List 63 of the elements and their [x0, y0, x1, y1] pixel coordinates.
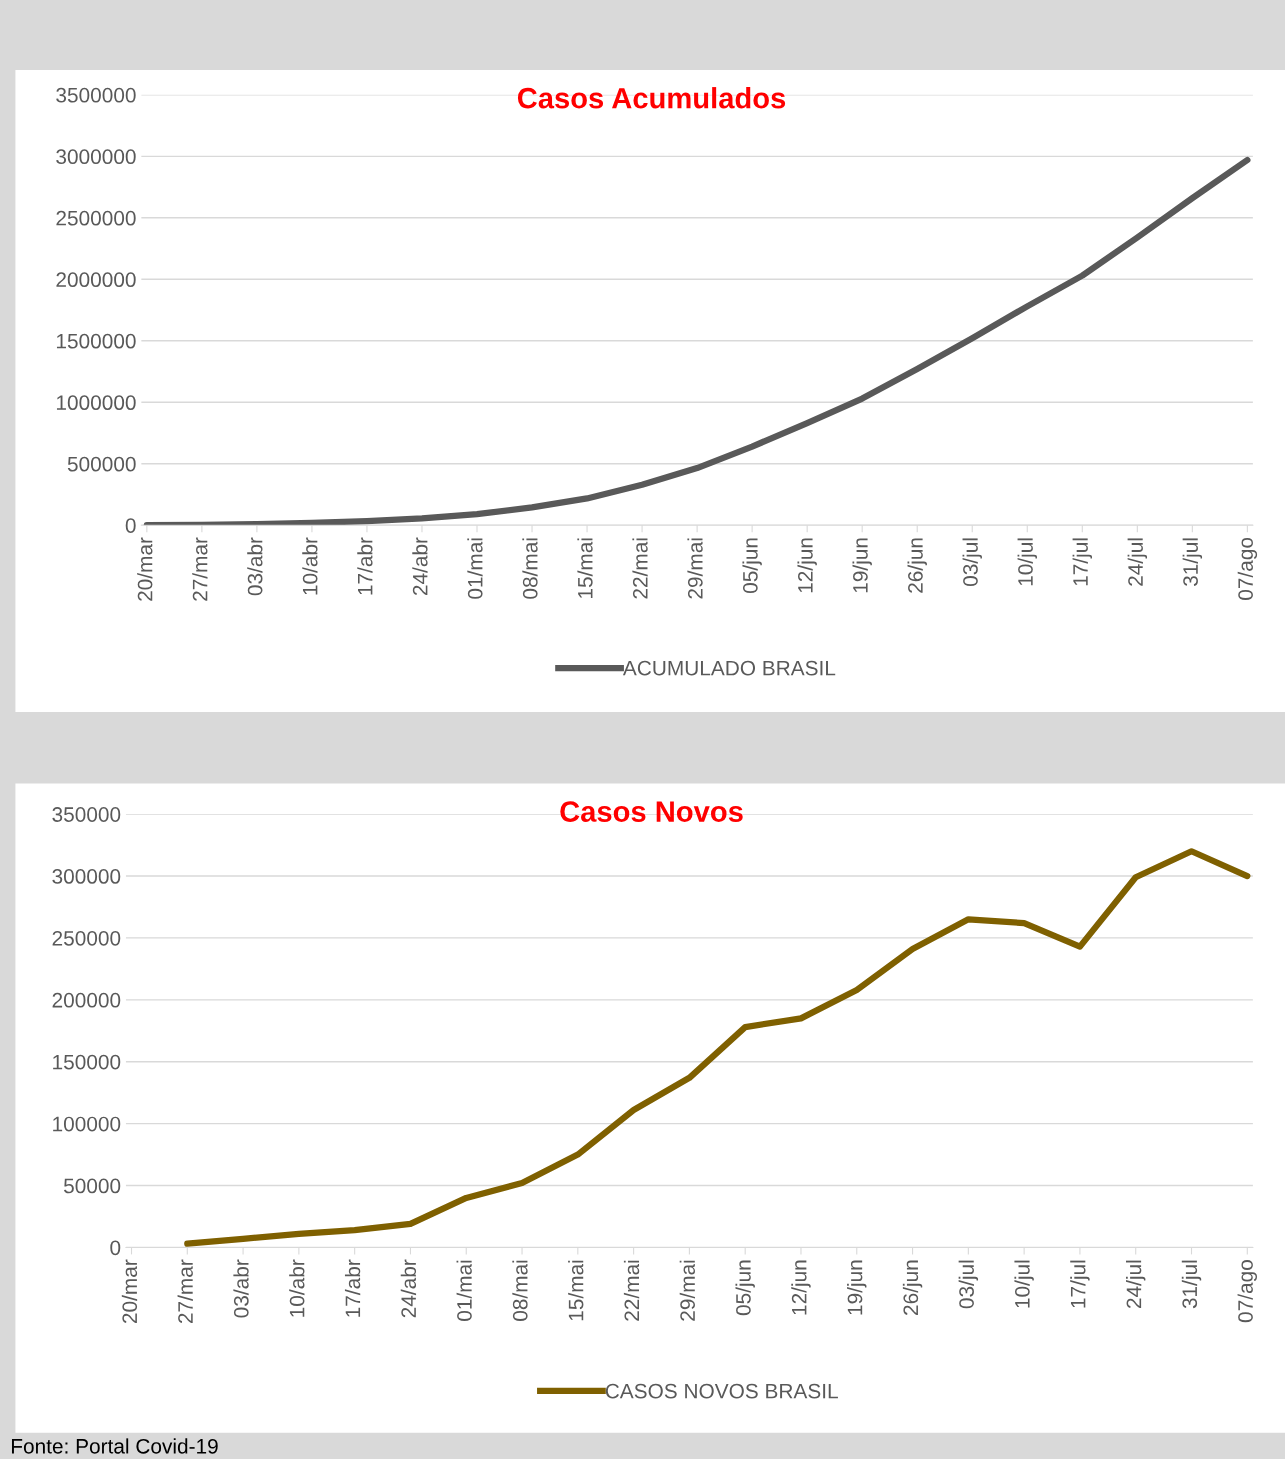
- x-tick-label: 17/abr: [357, 537, 373, 595]
- x-tick-label: 10/abr: [289, 1259, 305, 1317]
- x-tick-label: 24/jul: [1126, 1260, 1146, 1308]
- y-tick-label: 3500000: [56, 87, 136, 103]
- y-tick-label: 2500000: [56, 210, 136, 226]
- y-tick-label: 200000: [52, 992, 121, 1008]
- x-tick-label: 08/mai: [512, 1260, 528, 1321]
- y-tick-label: 0: [110, 1240, 121, 1256]
- x-tick-label: 31/jul: [1182, 538, 1203, 587]
- x-tick-label: 27/mar: [177, 1259, 193, 1324]
- x-tick-label: 05/jun: [742, 538, 762, 593]
- x-tick-label: 22/mai: [623, 1260, 640, 1321]
- x-tick-label: 17/jul: [1070, 1260, 1090, 1308]
- x-tick-label: 03/abr: [247, 537, 263, 596]
- x-tick-label: 26/jun: [907, 538, 927, 593]
- y-tick-label: 0: [125, 518, 136, 533]
- y-tick-label: 100000: [53, 1116, 121, 1132]
- x-tick-label: 10/abr: [302, 537, 318, 595]
- y-tick-label: 1500000: [56, 333, 136, 349]
- y-tick-label: 500000: [67, 456, 136, 472]
- x-tick-label: 03/jul: [958, 1260, 979, 1309]
- x-tick-label: 07/ago: [1237, 537, 1258, 600]
- y-tick-label: 1000000: [56, 395, 136, 411]
- y-tick-label: 50000: [63, 1178, 121, 1194]
- x-tick-label: 03/jul: [962, 538, 982, 587]
- y-tick-label: 250000: [52, 930, 121, 946]
- y-tick-label: 150000: [53, 1054, 121, 1070]
- source-note: Fonte: Portal Covid-19: [11, 1438, 218, 1454]
- legend-label: CASOS NOVOS BRASIL: [605, 1383, 838, 1399]
- x-tick-label: 20/mar: [121, 1259, 138, 1324]
- x-tick-label: 05/jun: [735, 1260, 755, 1316]
- x-tick-label: 17/jul: [1072, 538, 1092, 586]
- x-tick-label: 17/abr: [344, 1259, 361, 1317]
- chart-title: Casos Novos: [560, 801, 743, 822]
- x-tick-label: 29/mai: [687, 538, 703, 599]
- x-tick-label: 22/mai: [632, 538, 648, 599]
- x-tick-label: 07/ago: [1237, 1260, 1258, 1323]
- legend-label: ACUMULADO BRASIL: [622, 660, 836, 676]
- x-tick-label: 15/mai: [577, 538, 593, 598]
- x-tick-label: 12/jun: [791, 1260, 811, 1315]
- x-tick-label: 03/abr: [233, 1259, 249, 1318]
- x-tick-label: 19/jun: [852, 538, 872, 593]
- x-tick-label: 01/mai: [467, 538, 483, 599]
- x-tick-label: 29/mai: [679, 1260, 695, 1321]
- y-tick-label: 2000000: [56, 272, 136, 288]
- y-tick-label: 300000: [52, 869, 121, 884]
- x-tick-label: 27/mar: [192, 537, 208, 601]
- x-tick-label: 10/jul: [1017, 538, 1037, 586]
- x-tick-label: 08/mai: [522, 538, 538, 599]
- chart-title: Casos Acumulados: [517, 87, 786, 109]
- x-tick-label: 01/mai: [456, 1260, 472, 1321]
- x-tick-label: 24/abr: [400, 1259, 417, 1318]
- x-tick-label: 20/mar: [137, 537, 153, 601]
- x-tick-label: 19/jun: [847, 1260, 867, 1315]
- x-tick-label: 24/abr: [412, 537, 428, 596]
- x-tick-label: 24/jul: [1127, 538, 1148, 586]
- x-tick-label: 12/jun: [797, 538, 817, 593]
- y-tick-label: 3000000: [56, 149, 136, 165]
- x-tick-label: 26/jun: [902, 1260, 923, 1315]
- y-tick-label: 350000: [52, 807, 121, 822]
- x-tick-label: 15/mai: [568, 1260, 584, 1321]
- x-tick-label: 31/jul: [1181, 1260, 1202, 1309]
- x-tick-label: 10/jul: [1014, 1260, 1034, 1308]
